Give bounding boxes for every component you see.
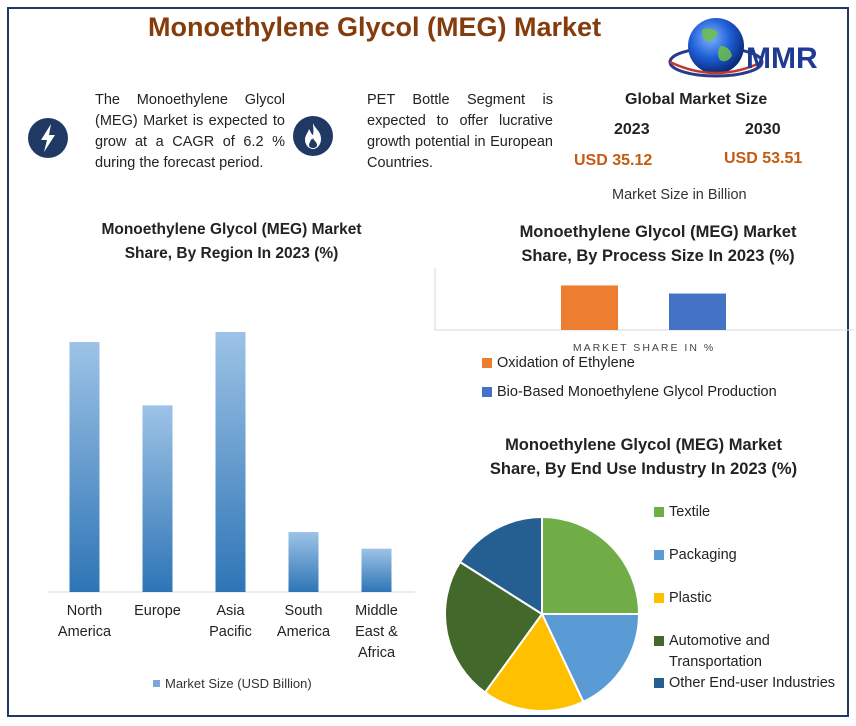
- process-legend-item: Bio-Based Monoethylene Glycol Production: [482, 382, 777, 403]
- process-bar: [561, 285, 618, 330]
- process-bar-chart: MARKET SHARE IN %: [434, 268, 854, 354]
- end-use-legend-item: Automotive and Transportation: [654, 631, 849, 673]
- end-use-pie-chart: [444, 515, 641, 712]
- legend-swatch: [654, 507, 664, 517]
- market-size-unit: Market Size in Billion: [612, 187, 747, 203]
- region-bar-chart: North America Europe Asia Pacific South Americ…: [48, 332, 415, 691]
- legend-label: Plastic: [669, 590, 712, 606]
- end-use-legend: Textile Packaging Plastic Automotive and Tr…: [654, 502, 849, 716]
- value-2030: USD 53.51: [724, 150, 803, 167]
- legend-swatch: [654, 636, 664, 646]
- mmr-logo: MMR: [668, 12, 828, 82]
- region-bar: [215, 332, 246, 592]
- region-bar: [69, 342, 100, 592]
- legend-swatch-oxidation: [482, 358, 492, 368]
- end-use-legend-item: Packaging: [654, 545, 849, 566]
- infographic-frame: [7, 7, 849, 717]
- legend-swatch: [654, 550, 664, 560]
- logo-text: MMR: [746, 42, 818, 75]
- pie-slice: [541, 515, 641, 615]
- region-bar: [288, 532, 319, 592]
- globe-icon: MMR: [668, 18, 818, 78]
- legend-label-bio-based: Bio-Based Monoethylene Glycol Production: [497, 384, 777, 400]
- process-chart-title: Monoethylene Glycol (MEG) Market Share, …: [519, 223, 797, 265]
- year-2030: 2030: [745, 121, 781, 138]
- flame-icon: [293, 116, 333, 156]
- legend-label: Packaging: [669, 547, 737, 563]
- cagr-text: The Monoethylene Glycol (MEG) Market is …: [95, 92, 285, 171]
- region-legend-swatch: [153, 680, 160, 687]
- region-tick-label: Europe: [134, 603, 181, 619]
- pie-slice: [540, 613, 641, 704]
- page-title: Monoethylene Glycol (MEG) Market: [148, 12, 602, 42]
- year-2023: 2023: [614, 121, 650, 138]
- pie-slice: [444, 560, 544, 694]
- market-size-heading: Global Market Size: [625, 91, 768, 108]
- end-use-legend-item: Textile: [654, 502, 849, 523]
- process-bar: [669, 293, 726, 330]
- pie-slice: [483, 612, 585, 712]
- legend-swatch: [654, 593, 664, 603]
- segment-text: PET Bottle Segment is expected to offer …: [367, 92, 553, 171]
- region-tick-label: Middle East & Africa: [355, 603, 398, 661]
- process-legend-item: Oxidation of Ethylene: [482, 353, 777, 374]
- end-use-legend-item: Plastic: [654, 588, 849, 609]
- region-chart-title: Monoethylene Glycol (MEG) Market Share, …: [101, 221, 362, 262]
- region-tick-label: South America: [277, 603, 331, 640]
- region-tick-label: North America: [58, 603, 112, 640]
- process-x-axis-label: MARKET SHARE IN %: [573, 342, 715, 354]
- legend-label: Automotive and Transportation: [669, 633, 770, 670]
- lightning-icon: [28, 118, 68, 158]
- region-tick-label: Asia Pacific: [209, 603, 252, 640]
- process-legend: Oxidation of Ethylene Bio-Based Monoethy…: [482, 353, 777, 403]
- legend-label: Textile: [669, 504, 711, 520]
- region-bar: [361, 548, 392, 592]
- region-bar: [142, 405, 173, 592]
- end-use-chart-title: Monoethylene Glycol (MEG) Market Share, …: [489, 436, 798, 478]
- region-legend-label: Market Size (USD Billion): [165, 676, 312, 691]
- legend-label-oxidation: Oxidation of Ethylene: [497, 355, 635, 371]
- legend-swatch: [654, 678, 664, 688]
- end-use-legend-item: Other End-user Industries: [654, 673, 849, 694]
- pie-slice: [458, 515, 543, 616]
- legend-swatch-bio-based: [482, 387, 492, 397]
- value-2023: USD 35.12: [574, 152, 653, 169]
- legend-label: Other End-user Industries: [669, 675, 836, 691]
